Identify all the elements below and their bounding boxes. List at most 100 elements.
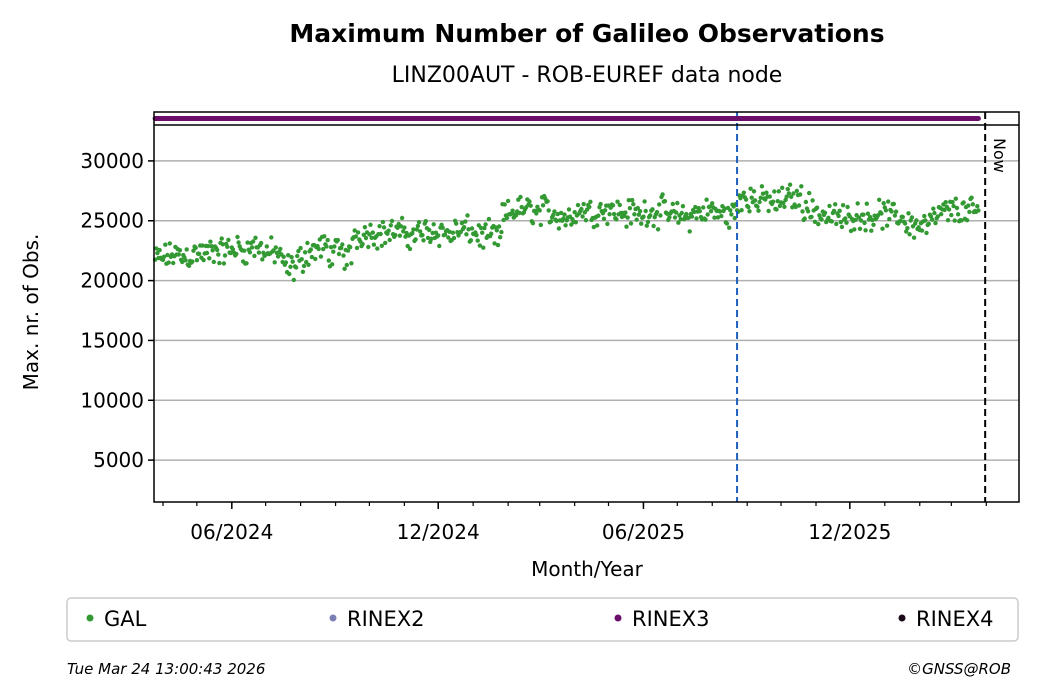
data-point bbox=[371, 242, 377, 247]
data-point bbox=[752, 198, 758, 203]
data-point bbox=[496, 224, 502, 229]
x-axis: 06/2024 12/2024 06/2025 12/2025 bbox=[162, 502, 987, 544]
data-point bbox=[907, 232, 912, 237]
data-point bbox=[628, 221, 634, 226]
data-point bbox=[157, 247, 162, 253]
data-point bbox=[386, 228, 391, 233]
data-point bbox=[289, 255, 294, 260]
data-point bbox=[637, 209, 643, 214]
data-point bbox=[789, 194, 794, 199]
data-point bbox=[630, 197, 635, 203]
data-point bbox=[617, 202, 622, 208]
legend-marker-rinex4 bbox=[898, 614, 906, 622]
data-point bbox=[784, 194, 789, 199]
data-point bbox=[505, 198, 511, 204]
data-point bbox=[809, 214, 814, 220]
data-point bbox=[710, 201, 715, 206]
data-point bbox=[705, 212, 710, 217]
data-point bbox=[399, 215, 405, 221]
data-point bbox=[662, 199, 668, 204]
data-point bbox=[308, 247, 313, 252]
data-point bbox=[228, 250, 233, 256]
data-point bbox=[607, 212, 612, 217]
data-point bbox=[959, 218, 964, 223]
data-point bbox=[309, 254, 315, 260]
data-point bbox=[341, 253, 346, 258]
x-tick-label: 06/2025 bbox=[602, 520, 685, 544]
data-point bbox=[639, 221, 644, 226]
data-point bbox=[501, 217, 506, 223]
y-tick-label: 5000 bbox=[93, 448, 144, 472]
data-point bbox=[477, 243, 483, 248]
data-point bbox=[782, 204, 787, 209]
data-point bbox=[420, 232, 425, 238]
data-point bbox=[305, 240, 310, 246]
data-point bbox=[348, 245, 353, 250]
data-point bbox=[474, 233, 479, 238]
data-point bbox=[331, 249, 336, 254]
data-point bbox=[413, 237, 418, 242]
data-point bbox=[611, 211, 617, 217]
data-point bbox=[527, 199, 532, 204]
data-point bbox=[623, 210, 628, 215]
legend-marker-gal bbox=[86, 614, 94, 622]
data-point bbox=[728, 208, 733, 213]
data-point bbox=[770, 199, 776, 204]
data-point bbox=[247, 250, 253, 255]
data-point bbox=[416, 220, 422, 225]
data-point bbox=[269, 235, 274, 240]
data-point bbox=[746, 204, 751, 210]
data-point bbox=[165, 252, 170, 258]
data-point bbox=[388, 223, 393, 228]
data-point bbox=[701, 205, 706, 210]
data-point bbox=[833, 202, 838, 207]
data-point bbox=[942, 207, 947, 213]
data-point bbox=[719, 213, 724, 219]
data-point bbox=[163, 242, 168, 247]
data-point bbox=[844, 220, 849, 225]
data-point bbox=[436, 233, 441, 238]
data-point bbox=[660, 192, 665, 197]
data-point bbox=[717, 209, 723, 214]
data-point bbox=[463, 219, 468, 224]
data-point bbox=[290, 259, 295, 264]
data-point bbox=[875, 213, 881, 218]
data-point bbox=[826, 215, 831, 220]
y-tick-label: 15000 bbox=[80, 328, 144, 352]
data-point bbox=[786, 191, 792, 196]
data-point bbox=[489, 231, 494, 236]
data-point bbox=[469, 226, 475, 231]
data-point bbox=[756, 208, 761, 213]
data-point bbox=[222, 253, 228, 258]
data-point bbox=[418, 229, 423, 234]
data-point bbox=[932, 210, 937, 216]
data-point bbox=[242, 248, 247, 253]
data-point bbox=[513, 213, 519, 218]
data-point bbox=[976, 208, 981, 213]
data-point bbox=[291, 277, 296, 283]
data-point bbox=[658, 213, 663, 218]
data-point bbox=[879, 211, 884, 216]
data-point bbox=[950, 199, 955, 205]
data-point bbox=[369, 235, 374, 240]
data-point bbox=[819, 217, 824, 222]
data-point bbox=[704, 197, 709, 202]
data-point bbox=[945, 218, 951, 223]
data-point bbox=[494, 228, 499, 233]
data-point bbox=[366, 244, 371, 250]
data-point bbox=[924, 230, 929, 236]
data-point bbox=[551, 212, 556, 218]
data-point bbox=[407, 246, 413, 252]
data-point bbox=[839, 224, 845, 230]
data-point bbox=[184, 247, 189, 252]
data-point bbox=[562, 212, 567, 217]
data-point bbox=[816, 221, 821, 227]
data-point bbox=[838, 219, 843, 225]
data-point bbox=[210, 248, 215, 253]
data-point bbox=[219, 236, 224, 241]
data-point bbox=[667, 215, 672, 220]
data-point bbox=[299, 257, 304, 262]
data-point bbox=[301, 263, 307, 269]
data-point bbox=[517, 210, 522, 216]
legend-marker-rinex2 bbox=[329, 614, 337, 622]
